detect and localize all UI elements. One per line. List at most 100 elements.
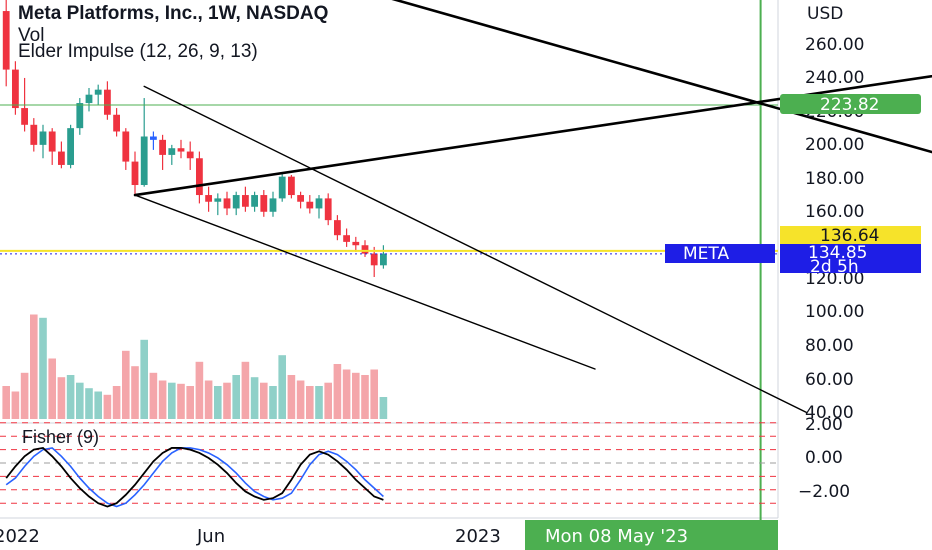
fisher-tick: 0.00 [805, 448, 843, 468]
price-tick: 200.00 [805, 135, 864, 155]
price-axis-currency: USD [807, 4, 843, 24]
volume-bar [30, 314, 38, 419]
yellow-price-label: 136.64 [820, 226, 879, 246]
fisher-legend[interactable]: Fisher (9) [22, 427, 100, 447]
volume-bar [57, 377, 66, 419]
candle-body [324, 198, 332, 221]
candle-body [122, 131, 130, 162]
time-label: 2023 [455, 526, 501, 547]
volume-bar [352, 372, 360, 419]
volume-bar [122, 350, 130, 419]
volume-bar [186, 386, 194, 419]
candle-body [315, 198, 323, 209]
symbol-title[interactable]: Meta Platforms, Inc., 1W, NASDAQ [18, 3, 329, 24]
candle-body [232, 195, 240, 209]
time-label: Jun [196, 526, 225, 547]
volume-bar [149, 372, 158, 419]
volume-bar [241, 361, 250, 419]
volume-bar [370, 369, 378, 419]
fisher-line [5, 446, 384, 508]
volume-bar [195, 361, 204, 419]
candle-body [140, 136, 148, 186]
price-tick: 40.00 [805, 403, 854, 423]
candle-body [168, 148, 176, 155]
volume-bar [250, 377, 259, 419]
candle-body [214, 198, 222, 202]
fisher-signal-line [5, 447, 384, 508]
candle-body [67, 128, 74, 165]
fisher-axis: 2.00 0.00 −2.00 [798, 415, 850, 502]
hline-price-badge [780, 94, 921, 114]
candle-body [251, 195, 258, 207]
candle-body [186, 151, 194, 159]
candle-body [196, 158, 203, 196]
volume-bar [66, 375, 75, 419]
volume-bar [361, 375, 369, 419]
price-axis[interactable]: USD 260.00 240.00 220.00 200.00 180.00 1… [805, 4, 864, 423]
volume-bar [2, 386, 10, 419]
candle-body [278, 176, 286, 199]
candle-body [306, 201, 314, 209]
price-tick: 160.00 [805, 202, 864, 222]
candle-body [76, 103, 84, 129]
volume-bar [223, 382, 231, 419]
volume-bar [287, 375, 296, 419]
volume-bar [85, 388, 93, 419]
candle-body [48, 131, 56, 152]
trendline-falling-line [391, 0, 932, 154]
volume-bar [94, 391, 102, 419]
candle-body [288, 176, 295, 196]
candle-body [21, 108, 28, 125]
time-axis[interactable]: 2022 Jun 2023 Mon 08 May '23 [0, 520, 778, 550]
elder-impulse-legend[interactable]: Elder Impulse (12, 26, 9, 13) [18, 41, 258, 62]
price-tick: 60.00 [805, 370, 854, 390]
price-tick: 120.00 [805, 269, 864, 289]
candle-body [150, 136, 157, 140]
volume-bar [20, 372, 29, 419]
volume-bar [296, 380, 305, 419]
volume-bar [204, 380, 213, 419]
volume-bar [131, 366, 139, 419]
candle-body [131, 161, 139, 186]
candle-body [94, 89, 102, 95]
volume-bar [379, 397, 388, 419]
trendline-channel-lower [134, 194, 596, 370]
candle-body [223, 198, 231, 209]
price-tick: 240.00 [805, 68, 864, 88]
candle-body [30, 124, 38, 145]
candle-body [370, 253, 378, 266]
candle-body [12, 69, 19, 109]
candlestick-series [2, 0, 387, 278]
candle-body [58, 151, 65, 165]
volume-bar [315, 386, 323, 419]
price-tick: 100.00 [805, 302, 864, 322]
volume-bar [140, 339, 148, 419]
candle-body [205, 195, 212, 202]
volume-bar [11, 391, 20, 419]
candle-body [334, 220, 341, 236]
candle-body [343, 235, 350, 242]
volume-legend[interactable]: Vol [18, 25, 45, 46]
countdown-label: 2d 5h [810, 257, 859, 277]
volume-bar [48, 358, 56, 419]
volume-bar [324, 382, 332, 419]
last-price-badge [780, 244, 921, 273]
candle-body [260, 195, 268, 212]
trendline-rising-line [133, 74, 932, 197]
price-tick: 80.00 [805, 336, 854, 356]
hline-price-label: 223.82 [820, 95, 879, 115]
candle-body [104, 89, 111, 115]
date-cursor-label: Mon 08 May '23 [545, 526, 688, 547]
volume-bar [168, 382, 176, 419]
volume-bars [2, 314, 388, 419]
candle-body [2, 11, 10, 70]
candle-body [242, 195, 249, 207]
yellow-price-badge [780, 226, 921, 244]
volume-bar [177, 383, 185, 419]
fisher-tick: −2.00 [798, 482, 850, 502]
volume-bar [232, 375, 240, 419]
volume-bar [112, 386, 121, 419]
volume-bar [342, 369, 351, 419]
